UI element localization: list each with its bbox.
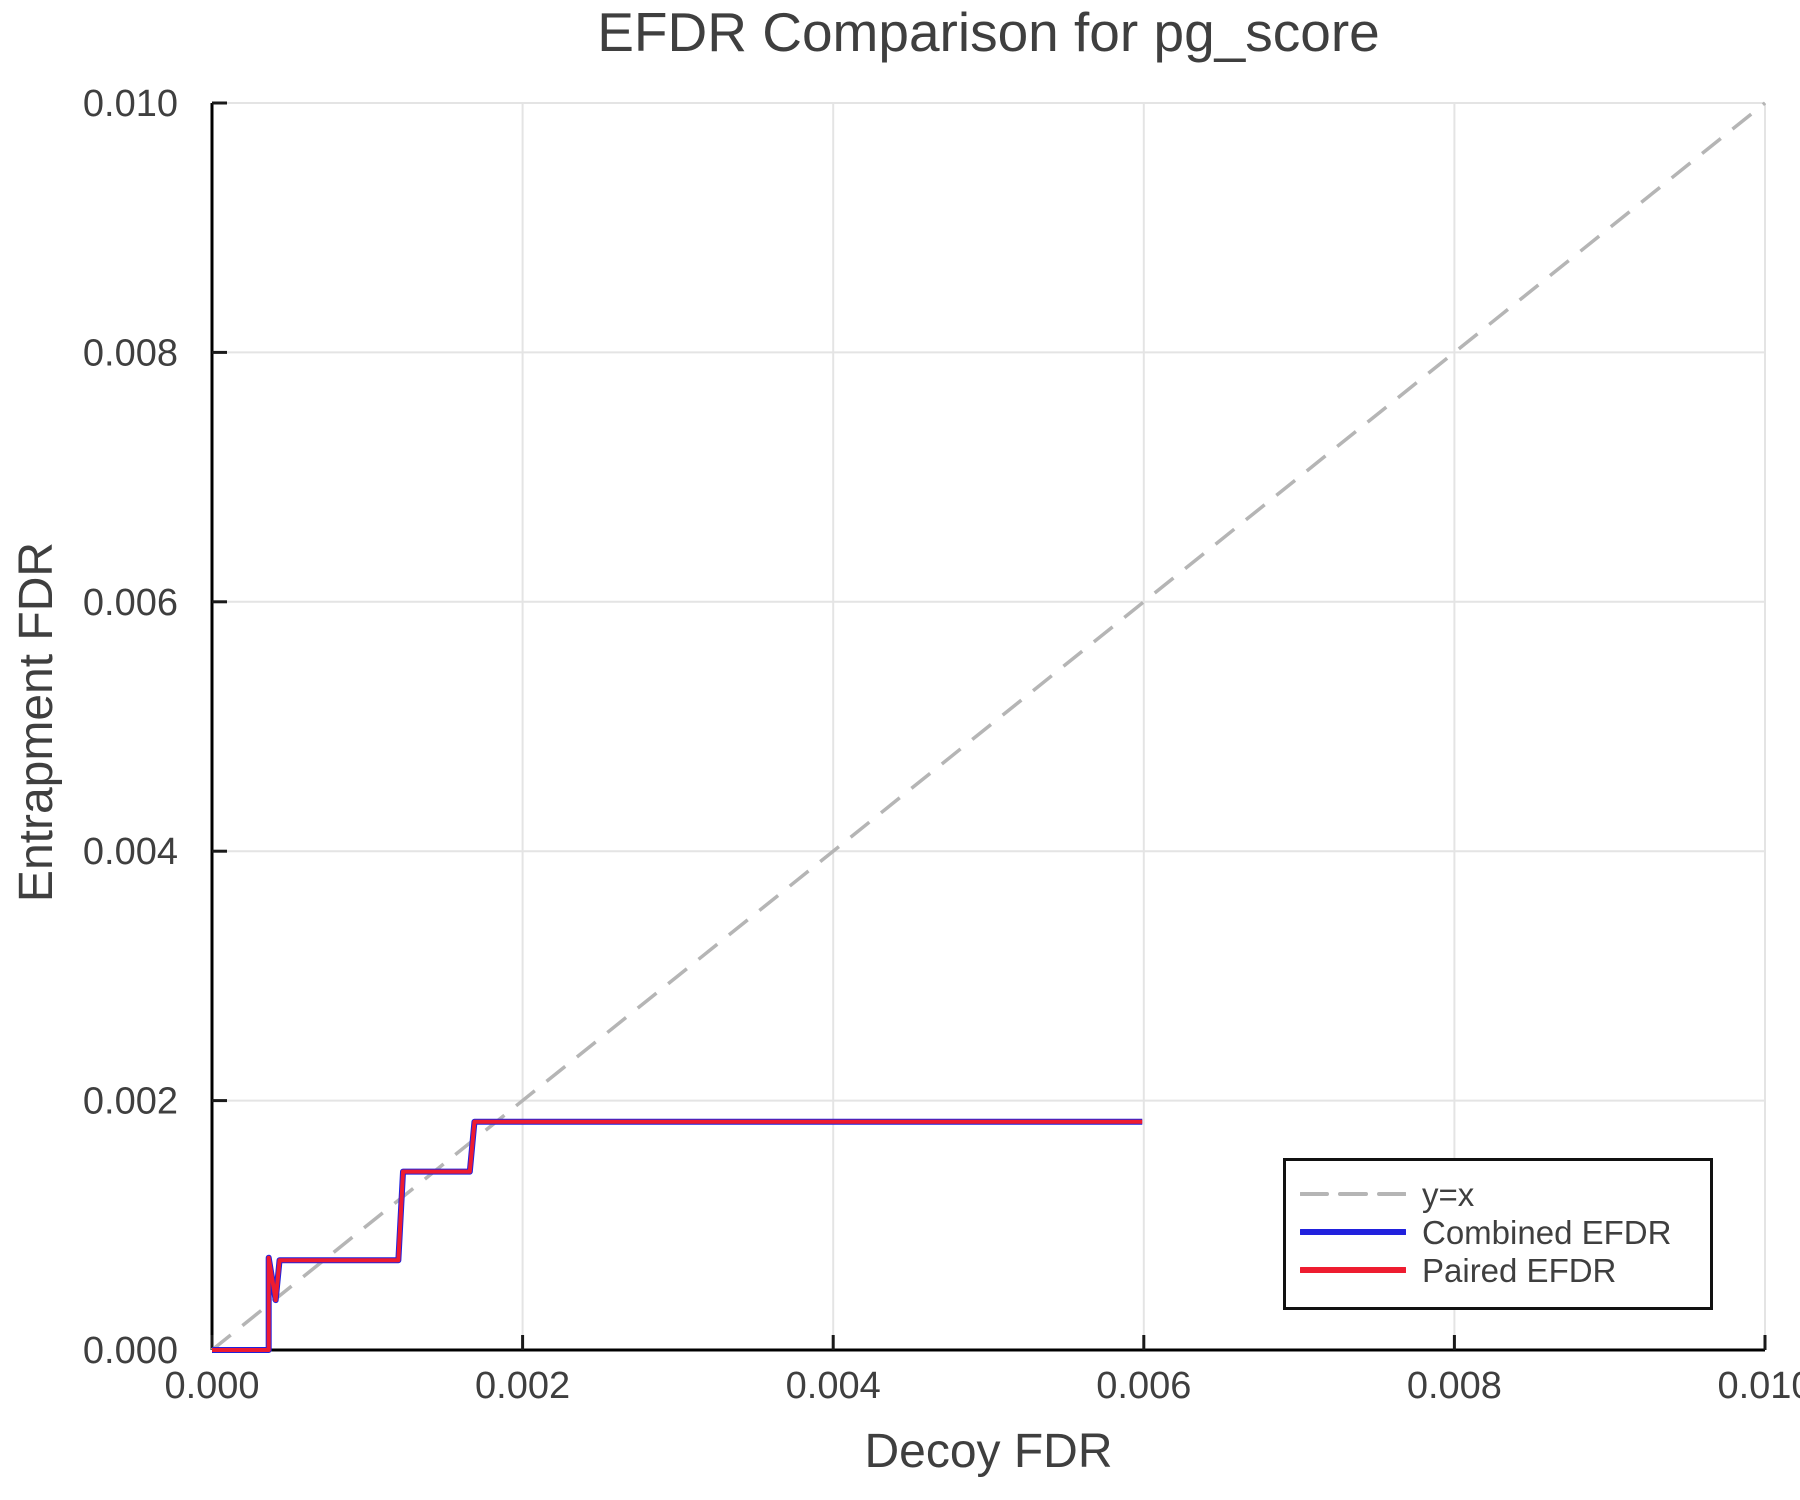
x-tick-label: 0.004: [786, 1365, 881, 1407]
x-tick-label: 0.002: [475, 1365, 570, 1407]
y-tick-label: 0.004: [83, 831, 178, 873]
legend-item: Combined EFDR: [1286, 1213, 1710, 1251]
x-tick-label: 0.000: [164, 1365, 259, 1407]
legend-item-label: Paired EFDR: [1422, 1251, 1617, 1289]
x-tick-label: 0.010: [1717, 1365, 1800, 1407]
legend-line-sample-dashed: [1300, 1192, 1406, 1196]
legend-item-label: y=x: [1422, 1175, 1475, 1213]
y-tick-label: 0.000: [83, 1330, 178, 1372]
y-tick-label: 0.006: [83, 582, 178, 624]
y-tick-label: 0.010: [83, 83, 178, 125]
y-axis-label: Entrapment FDR: [10, 541, 63, 903]
legend-item-label: Combined EFDR: [1422, 1213, 1672, 1251]
x-tick-label: 0.006: [1096, 1365, 1191, 1407]
x-tick-label: 0.008: [1407, 1365, 1502, 1407]
legend-line-sample-solid: [1300, 1229, 1406, 1235]
chart-title: EFDR Comparison for pg_score: [597, 1, 1380, 63]
legend-line-sample-solid: [1300, 1267, 1406, 1273]
legend: y=x Combined EFDR Paired EFDR: [1283, 1158, 1713, 1310]
y-tick-label: 0.002: [83, 1081, 178, 1123]
legend-item: Paired EFDR: [1286, 1251, 1710, 1289]
x-axis-label: Decoy FDR: [864, 1425, 1113, 1478]
y-tick-label: 0.008: [83, 332, 178, 374]
series-paired-efdr: [212, 1119, 1143, 1352]
legend-item: y=x: [1286, 1175, 1710, 1213]
series-combined-efdr: [212, 1118, 1143, 1353]
